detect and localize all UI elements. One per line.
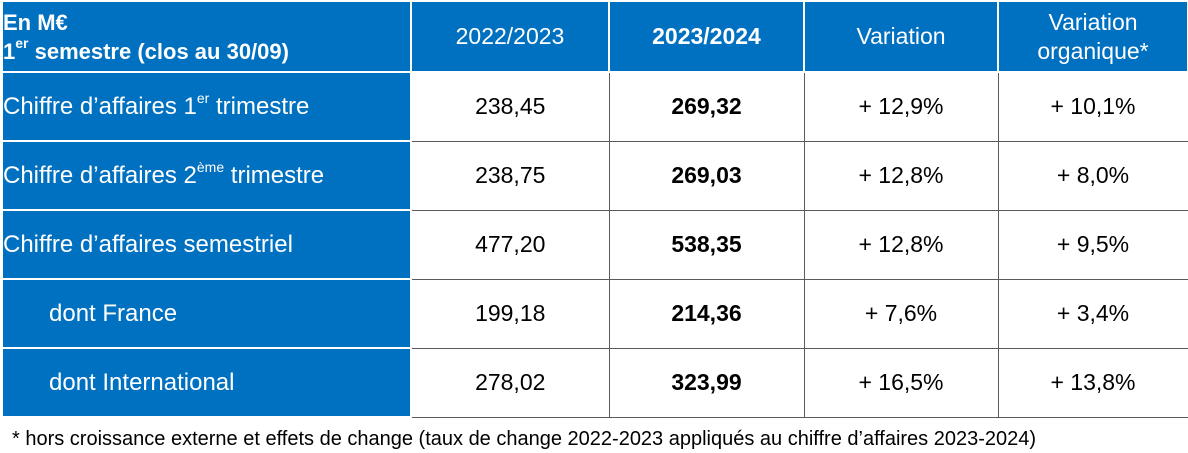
cell-2022: 199,18: [410, 278, 610, 349]
row-label: Chiffre d’affaires 2ème trimestre: [1, 140, 412, 211]
table-row: Chiffre d’affaires semestriel 477,20 538…: [1, 209, 1188, 280]
cell-2023: 538,35: [608, 209, 805, 280]
header-col-2022: 2022/2023: [410, 0, 610, 73]
table-row: Chiffre d’affaires 2ème trimestre 238,75…: [1, 140, 1188, 211]
row-label: dont International: [1, 347, 412, 418]
row-label-text: Chiffre d’affaires semestriel: [3, 230, 293, 258]
header-period-number: 1: [3, 38, 16, 64]
row-label: Chiffre d’affaires semestriel: [1, 209, 412, 280]
cell-2022: 477,20: [410, 209, 610, 280]
cell-2022: 238,75: [410, 140, 610, 211]
header-unit: En M€: [3, 9, 68, 35]
cell-organic: + 10,1%: [997, 71, 1188, 142]
row-label-sup: er: [196, 89, 210, 106]
cell-2023: 214,36: [608, 278, 805, 349]
row-label-suffix: trimestre: [224, 161, 325, 189]
cell-organic: + 3,4%: [997, 278, 1188, 349]
row-label: dont France: [1, 278, 412, 349]
row-label-suffix: trimestre: [209, 92, 310, 120]
table-row: dont International 278,02 323,99 + 16,5%…: [1, 347, 1188, 418]
header-period: 1er semestre (clos au 30/09): [3, 35, 410, 66]
table-header-row: En M€ 1er semestre (clos au 30/09) 2022/…: [1, 0, 1188, 73]
row-label-text: Chiffre d’affaires 1: [3, 92, 197, 120]
row-label-text: dont France: [49, 299, 178, 327]
row-label-sup: ème: [196, 158, 225, 175]
header-col-2023: 2023/2024: [608, 0, 805, 73]
cell-variation: + 12,8%: [803, 140, 999, 211]
table-row: dont France 199,18 214,36 + 7,6% + 3,4%: [1, 278, 1188, 349]
cell-variation: + 16,5%: [803, 347, 999, 418]
header-organic-line1: Variation: [1048, 8, 1138, 35]
header-col-organic: Variation organique*: [997, 0, 1188, 73]
table-row: Chiffre d’affaires 1er trimestre 238,45 …: [1, 71, 1188, 142]
header-col-variation: Variation: [803, 0, 999, 73]
header-period-sup: er: [15, 35, 29, 52]
header-period-text: semestre (clos au 30/09): [28, 38, 289, 64]
cell-2023: 323,99: [608, 347, 805, 418]
cell-organic: + 8,0%: [997, 140, 1188, 211]
header-organic-line2: organique*: [1037, 37, 1149, 64]
cell-2022: 238,45: [410, 71, 610, 142]
row-label-text: Chiffre d’affaires 2: [3, 161, 197, 189]
cell-variation: + 12,9%: [803, 71, 999, 142]
cell-organic: + 13,8%: [997, 347, 1188, 418]
row-label: Chiffre d’affaires 1er trimestre: [1, 71, 412, 142]
cell-variation: + 12,8%: [803, 209, 999, 280]
cell-variation: + 7,6%: [803, 278, 999, 349]
revenue-table: En M€ 1er semestre (clos au 30/09) 2022/…: [1, 0, 1188, 418]
cell-2022: 278,02: [410, 347, 610, 418]
cell-2023: 269,32: [608, 71, 805, 142]
cell-organic: + 9,5%: [997, 209, 1188, 280]
cell-2023: 269,03: [608, 140, 805, 211]
header-corner-cell: En M€ 1er semestre (clos au 30/09): [1, 0, 412, 73]
footnote: * hors croissance externe et effets de c…: [12, 428, 1037, 450]
row-label-text: dont International: [49, 368, 235, 396]
